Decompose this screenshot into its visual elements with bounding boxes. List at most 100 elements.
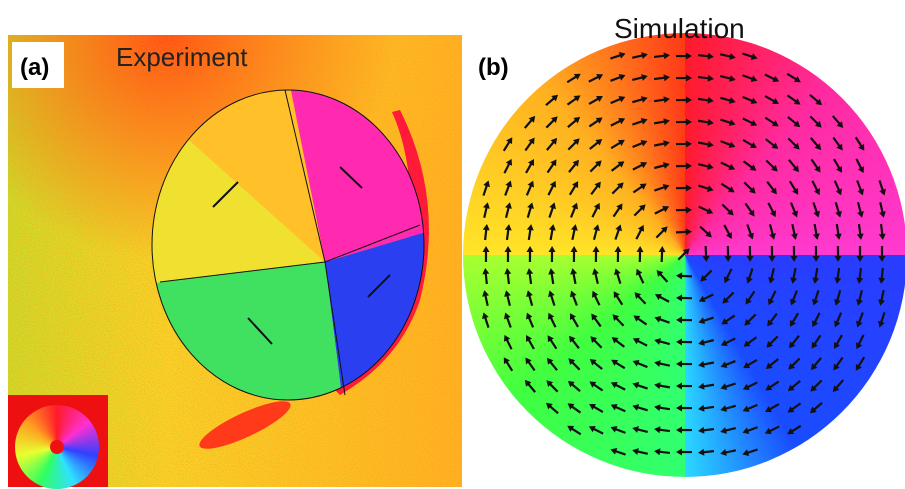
arrow-head — [632, 404, 639, 411]
panel-title: Simulation — [614, 13, 745, 44]
arrow-head — [708, 97, 714, 104]
arrow-head — [663, 162, 670, 169]
arrow-head — [698, 339, 705, 346]
arrow-head — [698, 449, 704, 456]
arrow-head — [483, 246, 490, 252]
arrow-head — [654, 426, 660, 433]
arrow-head — [835, 233, 842, 239]
arrow-head — [482, 290, 489, 297]
arrow-head — [615, 246, 622, 252]
arrow-head — [654, 338, 661, 345]
arrow-head — [720, 405, 727, 412]
arrow-head — [593, 224, 600, 231]
arrow-head — [676, 448, 682, 455]
arrow-head — [504, 290, 511, 297]
arrow-head — [720, 449, 727, 456]
arrow-head — [654, 404, 660, 411]
arrow-head — [571, 246, 578, 252]
arrow-head — [813, 256, 820, 262]
arrow-head — [708, 75, 714, 82]
arrow-head — [686, 74, 692, 81]
arrow-head — [632, 426, 639, 433]
arrow-head — [548, 268, 555, 274]
arrow-head — [686, 52, 692, 59]
arrow-head — [686, 96, 692, 103]
arrow-head — [729, 75, 736, 82]
arrow-head — [834, 278, 841, 284]
arrow-head — [526, 268, 533, 274]
arrow-head — [654, 382, 661, 389]
arrow-head — [720, 427, 727, 434]
arrow-head — [664, 52, 670, 59]
arrow-head — [482, 268, 489, 274]
arrow-head — [505, 224, 512, 230]
arrow-head — [835, 211, 842, 218]
arrow-head — [663, 140, 670, 147]
arrow-head — [686, 228, 692, 235]
arrow-head — [527, 246, 534, 252]
arrow-head — [505, 202, 512, 209]
figure: (a) Experiment (b) Simulation (() => { c… — [0, 0, 905, 487]
arrow-head — [698, 405, 704, 412]
arrow-head — [676, 404, 682, 411]
arrow-head — [527, 224, 534, 230]
arrow-head — [698, 427, 704, 434]
arrow-head — [676, 382, 682, 389]
arrow-head — [676, 338, 682, 345]
arrow-head — [676, 426, 682, 433]
arrow-head — [698, 361, 705, 368]
arrow-head — [812, 277, 819, 283]
arrow-head — [686, 118, 692, 125]
arrow-head — [632, 448, 639, 455]
arrow-head — [664, 74, 670, 81]
arrow-head — [698, 383, 704, 390]
arrow-head — [663, 96, 669, 103]
arrow-head — [663, 118, 670, 125]
arrow-head — [813, 233, 820, 240]
arrow-head — [857, 256, 864, 262]
arrow-head — [879, 211, 886, 218]
arrow-head — [549, 246, 556, 252]
arrow-head — [707, 163, 714, 170]
arrow-head — [483, 202, 490, 209]
arrow-head — [483, 224, 490, 230]
arrow-head — [729, 97, 736, 104]
arrow-head — [526, 290, 533, 297]
arrow-head — [676, 272, 682, 279]
panel-b: Simulation — [0, 0, 905, 487]
arrow-head — [857, 211, 864, 218]
arrow-head — [570, 268, 577, 275]
arrow-head — [856, 278, 863, 284]
arrow-head — [571, 224, 578, 231]
arrow-head — [769, 233, 776, 240]
arrow-head — [686, 140, 692, 147]
arrow-head — [791, 256, 798, 262]
arrow-field — [482, 52, 886, 456]
arrow-head — [878, 278, 885, 284]
arrow-head — [857, 234, 864, 240]
arrow-head — [549, 224, 556, 231]
arrow-head — [769, 256, 776, 262]
arrow-head — [676, 360, 682, 367]
arrow-head — [708, 53, 714, 60]
arrow-head — [686, 184, 692, 191]
arrow-head — [654, 360, 661, 367]
arrow-head — [729, 53, 736, 60]
arrow-head — [879, 256, 886, 262]
arrow-head — [641, 96, 648, 103]
arrow-head — [835, 256, 842, 262]
arrow-head — [707, 141, 714, 148]
arrow-head — [637, 246, 644, 252]
arrow-head — [879, 234, 886, 240]
arrow-head — [725, 256, 732, 262]
arrow-head — [505, 246, 512, 252]
arrow-head — [686, 206, 692, 213]
arrow-head — [878, 299, 885, 306]
arrow-head — [707, 119, 713, 126]
arrow-head — [790, 277, 797, 284]
arrow-head — [834, 299, 841, 306]
arrow-head — [659, 246, 666, 252]
arrow-head — [654, 448, 660, 455]
arrow-head — [791, 233, 798, 240]
arrow-head — [747, 256, 754, 262]
